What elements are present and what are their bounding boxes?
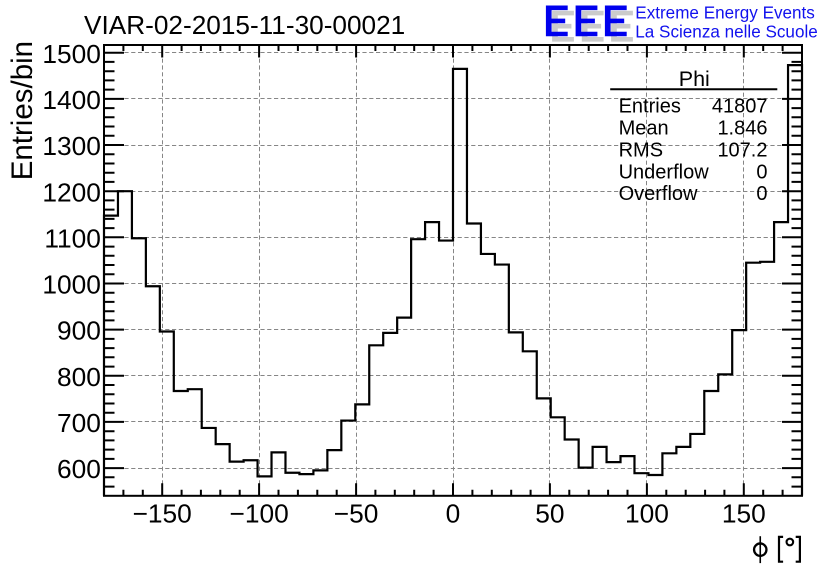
svg-text:1500: 1500 [42, 39, 101, 69]
svg-text:Overflow: Overflow [619, 183, 698, 205]
svg-text:Entries: Entries [619, 96, 681, 118]
svg-text:0: 0 [756, 183, 767, 205]
svg-text:700: 700 [57, 408, 101, 438]
svg-text:900: 900 [57, 316, 101, 346]
svg-text:Extreme Energy Events: Extreme Energy Events [635, 4, 815, 23]
svg-text:1000: 1000 [42, 270, 101, 300]
svg-text:−150: −150 [133, 498, 192, 528]
svg-text:1.846: 1.846 [717, 118, 767, 140]
svg-text:150: 150 [722, 498, 766, 528]
svg-text:Phi: Phi [679, 67, 710, 91]
svg-text:1200: 1200 [42, 177, 101, 207]
svg-text:0: 0 [446, 498, 461, 528]
svg-text:800: 800 [57, 362, 101, 392]
svg-text:41807: 41807 [712, 96, 768, 118]
svg-text:107.2: 107.2 [717, 139, 767, 161]
svg-text:VIAR-02-2015-11-30-00021: VIAR-02-2015-11-30-00021 [84, 10, 405, 40]
svg-text:Underflow: Underflow [619, 161, 710, 183]
svg-text:1100: 1100 [44, 223, 101, 253]
svg-text:1300: 1300 [42, 131, 101, 161]
svg-text:Entries/bin: Entries/bin [6, 41, 39, 180]
svg-text:100: 100 [625, 498, 669, 528]
svg-text:50: 50 [535, 498, 564, 528]
svg-text:600: 600 [57, 454, 101, 484]
svg-text:1400: 1400 [42, 85, 101, 115]
svg-text:RMS: RMS [619, 139, 663, 161]
svg-text:Mean: Mean [619, 118, 669, 140]
svg-text:−100: −100 [229, 498, 288, 528]
svg-text:−50: −50 [334, 498, 379, 528]
svg-text:0: 0 [756, 161, 767, 183]
svg-text:La Scienza nelle Scuole: La Scienza nelle Scuole [635, 23, 817, 42]
